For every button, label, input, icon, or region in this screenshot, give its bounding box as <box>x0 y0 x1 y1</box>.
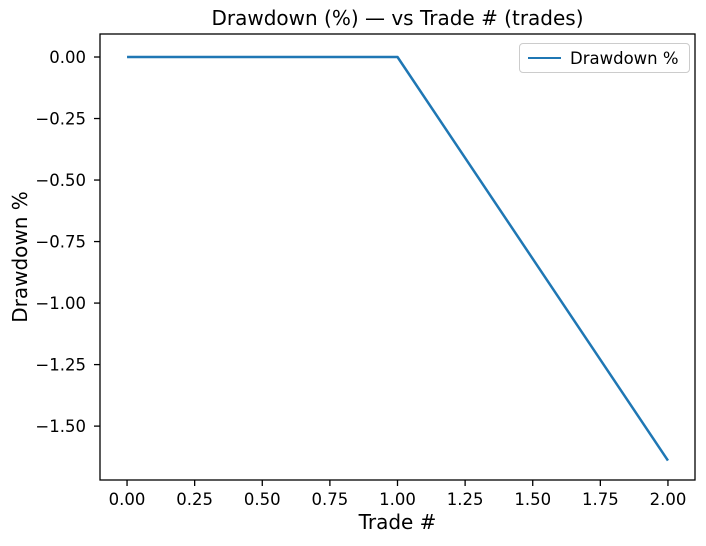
y-tick-label: −0.50 <box>35 171 86 190</box>
x-tick-label: 0.75 <box>312 490 349 509</box>
y-tick-label: −1.00 <box>35 294 86 313</box>
drawdown--line <box>127 55 669 462</box>
y-axis-label: Drawdown % <box>8 191 32 323</box>
x-tick-label: 0.25 <box>176 490 213 509</box>
legend-line-swatch <box>528 56 561 60</box>
y-tick-label: −0.25 <box>35 110 86 129</box>
x-axis-label: Trade # <box>358 510 437 534</box>
x-tick-label: 1.50 <box>514 490 551 509</box>
legend-label: Drawdown % <box>570 48 679 68</box>
y-tick-label: −0.75 <box>35 233 86 252</box>
chart-title: Drawdown (%) — vs Trade # (trades) <box>211 6 584 30</box>
x-tick-label: 0.00 <box>109 490 146 509</box>
x-tick-label: 1.75 <box>582 490 619 509</box>
x-tick-label: 0.50 <box>244 490 281 509</box>
axes-frame <box>99 33 696 481</box>
y-tick-label: −1.50 <box>35 417 86 436</box>
x-tick-label: 2.00 <box>650 490 687 509</box>
x-tick-label: 1.25 <box>447 490 484 509</box>
x-tick-label: 1.00 <box>379 490 416 509</box>
y-tick-label: −1.25 <box>35 356 86 375</box>
legend: Drawdown % <box>519 43 690 73</box>
y-tick-label: 0.00 <box>49 48 86 67</box>
